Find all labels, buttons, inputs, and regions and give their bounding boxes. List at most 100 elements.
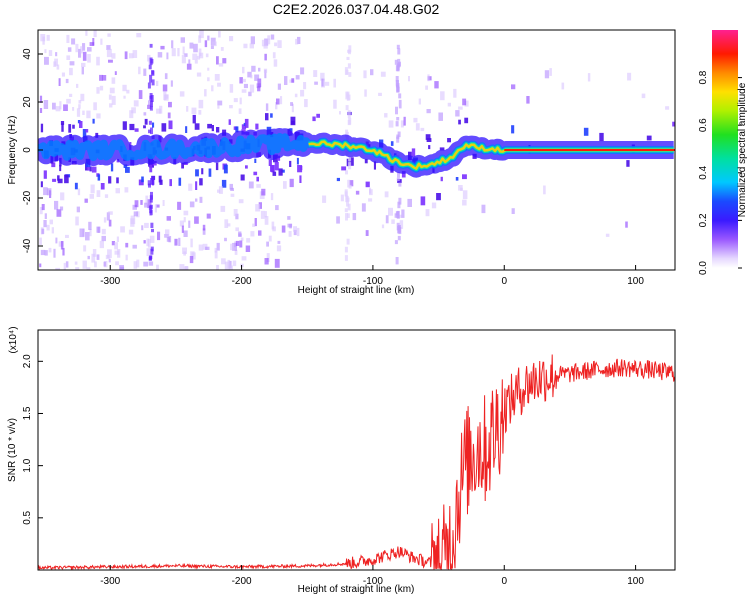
spectrogram-cell [108,176,112,184]
spectrogram-cell [205,53,209,58]
spectrogram-cell [89,194,94,199]
spectrogram-cell [72,124,75,129]
colorbar-ticks: 0.0 0.2 0.4 0.6 0.8 [698,70,742,275]
spectrogram-cell [440,91,445,101]
spectrogram-cell [188,59,191,64]
spectrogram-cell [92,118,95,124]
spectrogram-cell [170,80,173,87]
spectrogram-cell [198,35,202,43]
spectrogram-cell [85,232,90,241]
spectrogram-cell [207,77,210,82]
spectrogram-cell [169,179,172,187]
spectrogram-y-axis-label: Frequency (Hz) [7,116,18,185]
spectrogram-cell [179,220,184,227]
spectrogram-streak [344,67,348,75]
spectrogram-cell [415,123,420,131]
spectrogram-cell [107,249,112,259]
spectrogram-cell [312,116,316,122]
spectrogram-cell [295,75,300,80]
spectrogram-cell [43,100,49,109]
spectrogram-cell [192,114,196,124]
spectrogram-cell [53,61,57,67]
spectrogram-streak [344,246,348,253]
spectrogram-streak [344,255,348,261]
spectrogram-cell [65,234,69,238]
spectrogram-cell [413,117,418,123]
spectrogram-cell [251,65,256,72]
spectrogram-cell [64,174,69,184]
spectrogram-cell [144,118,148,125]
spectrogram-cell [290,102,293,106]
spectrogram-cell [162,84,168,92]
spectrogram-cell [141,225,144,231]
spectrogram-cell [665,106,670,110]
spectrogram-x-ticks: -300 -200 -100 0 100 [100,265,644,287]
spectrogram-cell [194,123,200,130]
spectrogram-cell [369,189,373,196]
spectrogram-streak [149,195,153,203]
spectrogram-cell [188,183,193,191]
spectrogram-cell [268,235,272,242]
spectrogram-streak [150,100,153,108]
spectrogram-cell [159,105,163,114]
spectrogram-cell [264,211,267,218]
spectrogram-cell [227,223,231,227]
spectrogram-cell [361,203,366,212]
spectrogram-cell [672,121,675,127]
spectrogram-cell [453,88,457,98]
spectrogram-cell [89,42,95,46]
spectrogram-cell [230,187,234,191]
spectrogram-cell [143,261,148,267]
spectrogram-cell [238,233,242,237]
spectrogram-cell [284,76,288,85]
spectrogram-cell [66,55,71,60]
spectrogram-cell [373,161,376,170]
spectrogram-cell [71,38,76,45]
spectrogram-cell [436,193,441,201]
spectrogram-cell [214,250,218,259]
spectrogram-cell [143,68,147,76]
spectrogram-cell [78,100,82,104]
spectrogram-cell [425,134,431,140]
spectrogram-cell [201,168,204,175]
spectrogram-streak [149,209,153,216]
spectrogram-streak [395,76,399,82]
spectrogram-cell [147,104,152,109]
spectrogram-streak [348,162,352,170]
spectrogram-cell [63,104,68,111]
spectrogram-cell [265,113,269,121]
spectrogram-cell [87,54,91,63]
spectrogram-cell [364,89,367,97]
spectrogram-cell [136,33,142,38]
spectrogram-cell [195,181,198,190]
spectrogram-streak [346,199,349,207]
spectrogram-streak [396,65,400,70]
spectrogram-cell [145,195,149,205]
spectrogram-cell [144,202,148,208]
spectrogram-cell [144,222,149,228]
spectrogram-cell [66,34,70,43]
spectrogram-cell [89,229,92,237]
spectrogram-cell [229,183,233,190]
snr-y-axis-label: SNR (10 * v/v) [7,418,18,482]
spectrogram-cell [116,177,119,184]
spectrogram-cell [297,165,303,173]
spectrogram-cell [291,103,294,113]
spectrogram-cell [274,161,279,171]
spectrogram-cell [277,83,281,90]
spectrogram-cell [44,49,47,54]
spectrogram-cell [339,111,341,115]
spectrogram-cell [198,244,204,251]
spectrogram-cell [166,216,171,221]
spectrogram-cell [54,200,59,210]
spectrogram-cell [458,106,463,110]
spectrogram-cell [291,120,295,125]
spectrogram-cell [53,248,56,258]
spectrogram-cell [147,238,151,248]
snr-x-ticks: -300 -200 -100 0 100 [100,565,644,587]
spectrogram-cell [41,228,45,234]
spectrogram-cell [86,110,91,119]
spectrogram-cell [83,245,87,252]
spectrogram-cell [462,190,468,200]
x-tick-label: 0 [501,276,507,287]
